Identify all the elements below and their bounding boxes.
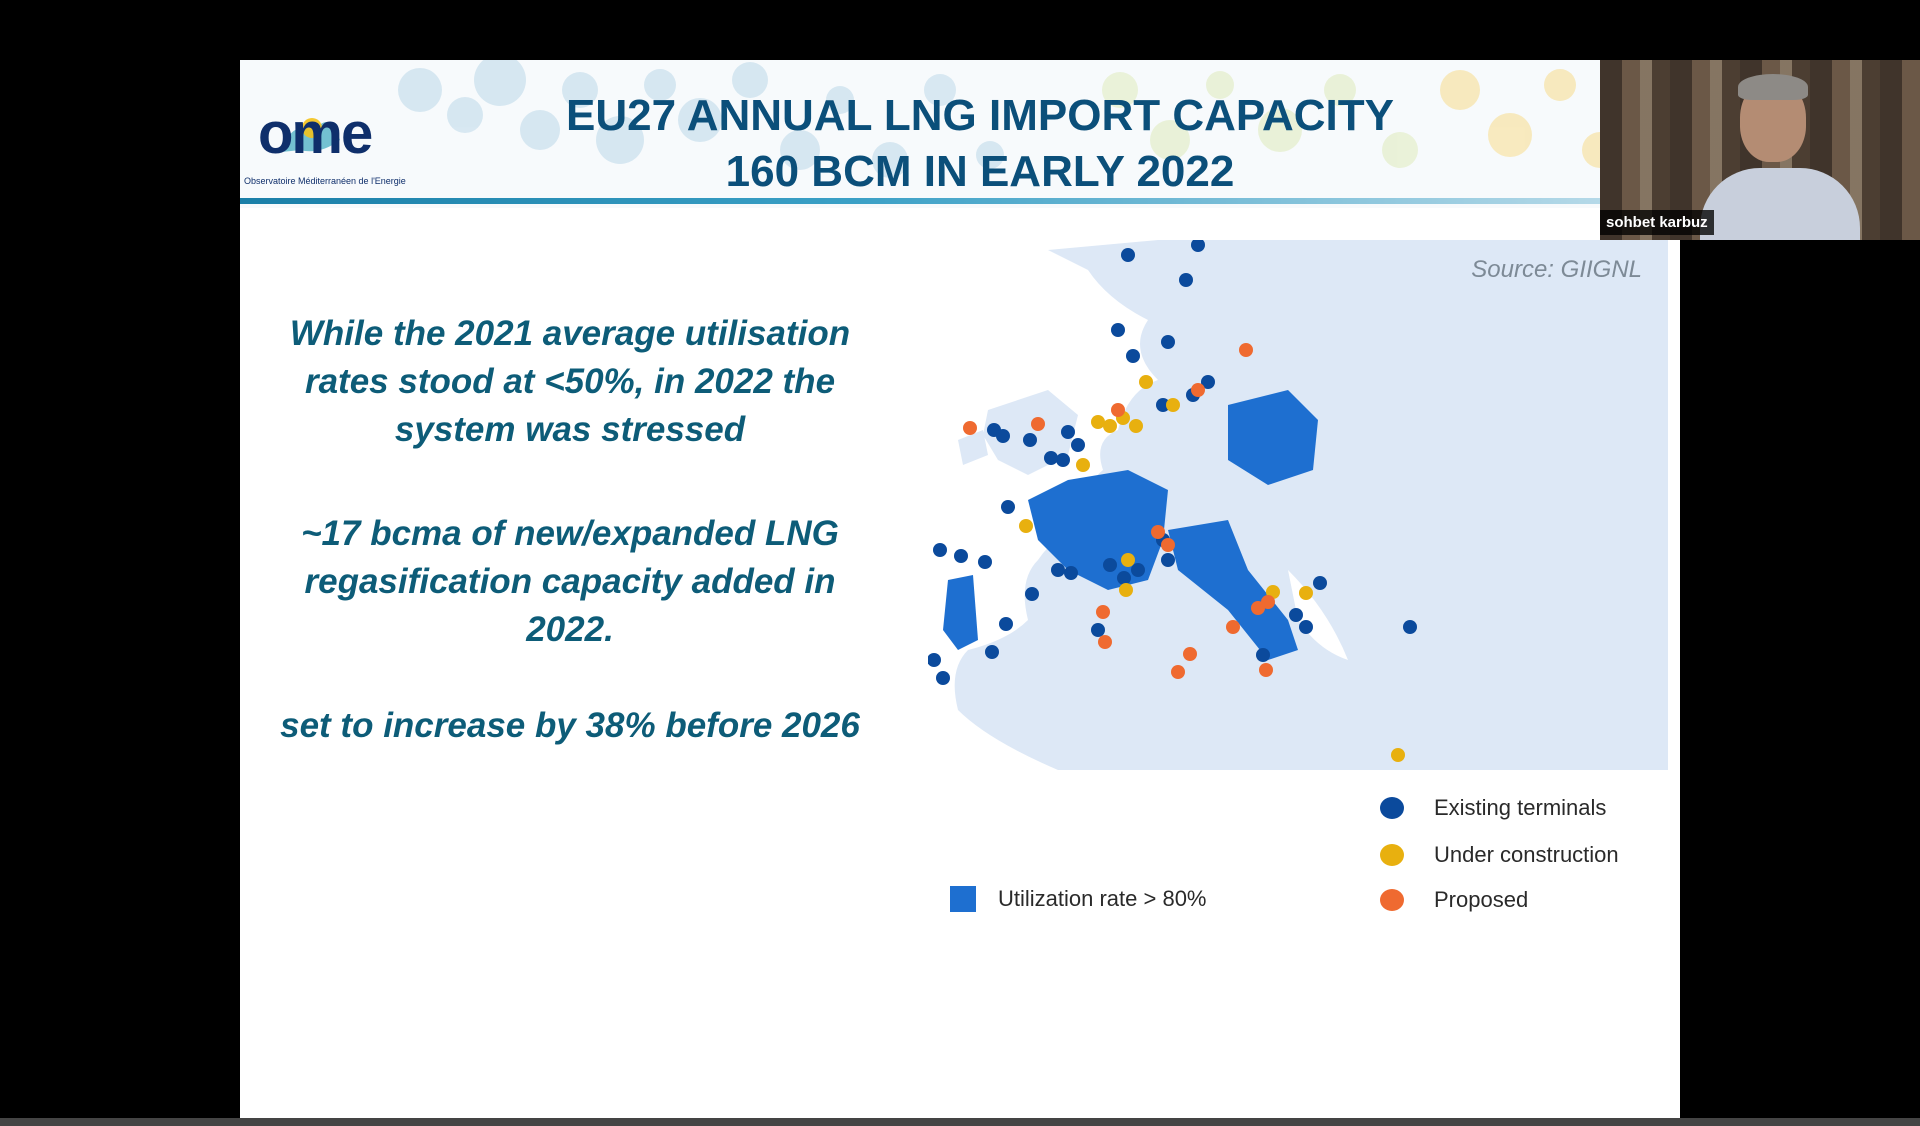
legend-existing-label: Existing terminals bbox=[1434, 795, 1607, 820]
europe-lng-map bbox=[928, 240, 1668, 770]
existing-marker-icon bbox=[1380, 797, 1404, 819]
map-source: Source: GIIGNL bbox=[1471, 256, 1642, 283]
paragraph-utilisation: While the 2021 average utilisation rates… bbox=[289, 314, 851, 449]
header-decoration bbox=[398, 60, 1660, 178]
legend-proposed: Proposed bbox=[1380, 887, 1528, 913]
participant-name-tag: sohbet karbuz bbox=[1600, 210, 1714, 235]
legend-proposed-label: Proposed bbox=[1434, 887, 1529, 912]
poland-utilization bbox=[1228, 390, 1318, 485]
slide-header: ome Observatoire Méditerranéen de l'Ener… bbox=[240, 60, 1680, 208]
italy-utilization bbox=[1168, 520, 1298, 660]
slide-title: EU27 ANNUAL LNG IMPORT CAPACITY 160 BCM … bbox=[540, 88, 1420, 200]
legend-under-construction: Under construction bbox=[1380, 842, 1619, 868]
title-line-1: EU27 ANNUAL LNG IMPORT CAPACITY bbox=[566, 91, 1394, 140]
portugal-utilization bbox=[943, 575, 978, 650]
utilization-square-icon bbox=[950, 886, 976, 912]
participant-body bbox=[1700, 168, 1860, 240]
legend-under-construction-label: Under construction bbox=[1434, 842, 1619, 867]
legend-existing: Existing terminals bbox=[1380, 795, 1606, 821]
logo-subtitle: Observatoire Méditerranéen de l'Energie bbox=[244, 176, 406, 186]
bottom-edge-bar bbox=[0, 1118, 1920, 1126]
presentation-slide: ome Observatoire Méditerranéen de l'Ener… bbox=[240, 60, 1680, 1120]
participant-hair bbox=[1738, 74, 1808, 100]
proposed-marker-icon bbox=[1380, 889, 1404, 911]
under-construction-terminals bbox=[1019, 375, 1405, 762]
under-construction-marker-icon bbox=[1380, 844, 1404, 866]
paragraph-capacity-added: ~17 bcma of new/expanded LNG regasificat… bbox=[301, 514, 839, 649]
slide-body-text: While the 2021 average utilisation rates… bbox=[260, 310, 880, 750]
ome-logo: ome Observatoire Méditerranéen de l'Ener… bbox=[240, 90, 410, 190]
map-graphic bbox=[928, 240, 1668, 770]
logo-text: ome bbox=[258, 101, 373, 166]
title-line-2: 160 BCM IN EARLY 2022 bbox=[725, 147, 1235, 196]
proposed-terminals bbox=[963, 343, 1275, 679]
turkey-region bbox=[1398, 550, 1668, 680]
participant-video-tile[interactable]: sohbet karbuz bbox=[1600, 60, 1920, 240]
header-underline bbox=[240, 198, 1600, 204]
legend-utilization: Utilization rate > 80% bbox=[950, 886, 1207, 912]
paragraph-increase: set to increase by 38% before 2026 bbox=[280, 706, 860, 745]
legend-utilization-label: Utilization rate > 80% bbox=[998, 886, 1207, 911]
